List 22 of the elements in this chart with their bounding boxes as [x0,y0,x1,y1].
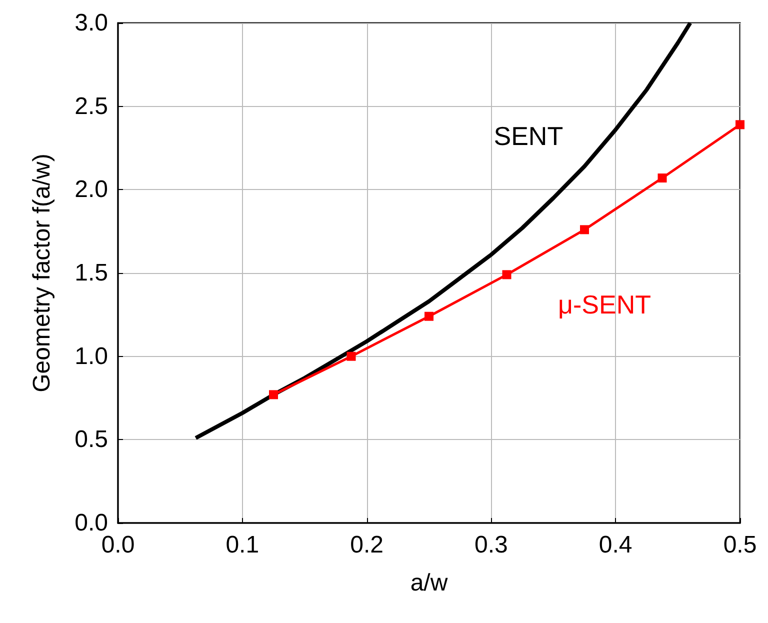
y-tick-label: 2.5 [74,92,108,120]
y-tick-label: 0.5 [74,426,108,454]
point [502,270,512,280]
series-label: μ-SENT [558,290,652,320]
x-tick-label: 0.1 [226,532,260,558]
y-tick-label: 2.0 [74,176,108,204]
y-tick-label: 1.5 [74,260,108,286]
point [736,120,744,130]
point [346,352,356,361]
y-axis-title: Geometry factor f(a/w) [28,154,56,392]
series-label: SENT [494,121,564,151]
x-tick-label: 0.2 [350,532,384,558]
x-tick-label: 0.4 [598,532,632,558]
y-tick-label: 1.0 [74,342,108,370]
y-tick-label: 3.0 [74,10,108,36]
point [658,174,667,182]
x-axis-title: a/w [410,570,448,596]
x-tick-label: 0.5 [723,532,757,558]
point [580,225,589,234]
point [269,390,278,400]
x-tick-label: 0.3 [474,532,508,558]
point [424,312,434,321]
